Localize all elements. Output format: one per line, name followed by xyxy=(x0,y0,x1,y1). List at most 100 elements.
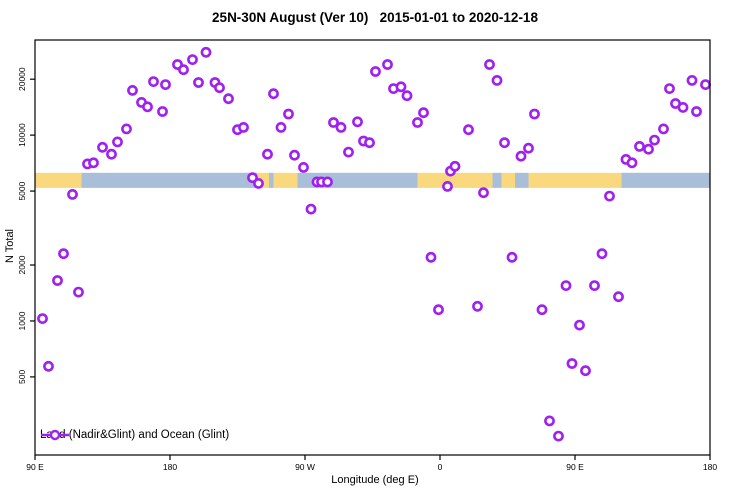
data-point xyxy=(463,124,474,136)
data-point xyxy=(536,304,548,316)
data-point xyxy=(515,150,527,162)
legend: Land (Nadir&Glint) and Ocean (Glint) xyxy=(40,429,229,441)
data-point xyxy=(200,46,212,58)
data-point xyxy=(677,102,689,113)
data-point xyxy=(335,122,347,133)
data-point xyxy=(289,149,300,161)
data-point xyxy=(523,142,534,154)
data-point xyxy=(142,101,153,113)
data-point xyxy=(418,107,429,119)
data-point xyxy=(193,77,204,88)
data-point xyxy=(643,143,654,155)
data-point xyxy=(691,106,702,117)
band-segment-ocean xyxy=(621,172,710,188)
data-point xyxy=(686,75,698,86)
data-point xyxy=(262,148,273,160)
data-point xyxy=(544,415,555,427)
data-point xyxy=(253,177,264,189)
x-tick-label: 90 E xyxy=(566,462,584,472)
y-tick-label: 5000 xyxy=(17,181,27,200)
plot-box xyxy=(34,39,711,456)
y-tick-label: 500 xyxy=(17,370,27,384)
band-segment-ocean xyxy=(515,172,529,188)
data-point xyxy=(626,157,638,169)
data-point xyxy=(275,122,287,133)
data-point xyxy=(529,108,540,120)
data-point xyxy=(412,117,423,128)
data-point xyxy=(604,190,615,202)
data-point xyxy=(238,122,249,133)
band-segment-land xyxy=(273,172,298,188)
data-point xyxy=(364,137,375,149)
band-segment-land xyxy=(528,172,622,188)
data-point xyxy=(560,280,572,291)
data-point xyxy=(499,137,510,149)
data-point xyxy=(268,88,279,100)
data-point xyxy=(58,248,69,260)
data-point xyxy=(106,148,117,160)
data-point xyxy=(658,123,669,135)
data-point xyxy=(649,134,660,146)
y-tick-label: 1000 xyxy=(17,311,27,330)
band-segment-ocean xyxy=(492,172,502,188)
data-point xyxy=(566,358,578,369)
data-point xyxy=(160,79,171,90)
data-point xyxy=(157,106,168,117)
data-point xyxy=(589,280,600,291)
y-tick-label: 20000 xyxy=(17,67,27,91)
data-point xyxy=(178,64,189,76)
data-point xyxy=(187,54,198,65)
data-point xyxy=(613,291,624,303)
data-point xyxy=(596,248,608,260)
data-point xyxy=(322,176,333,188)
data-point xyxy=(574,319,585,331)
x-axis-label: Longitude (deg E) xyxy=(331,474,419,486)
data-point xyxy=(127,85,138,96)
y-tick-label: 2000 xyxy=(17,255,27,274)
data-point xyxy=(97,141,108,153)
band-segment-ocean xyxy=(269,172,274,188)
y-tick-label: 10000 xyxy=(17,123,27,147)
data-point xyxy=(395,81,407,93)
data-point xyxy=(43,360,54,372)
data-point xyxy=(664,83,675,94)
x-tick-label: 90 W xyxy=(295,462,315,472)
data-point xyxy=(52,275,63,286)
data-point xyxy=(328,117,339,128)
x-tick-label: 0 xyxy=(438,462,443,472)
data-point xyxy=(305,203,317,215)
data-point xyxy=(449,160,461,172)
data-point xyxy=(73,286,84,298)
band-segment-land xyxy=(35,172,82,188)
data-point xyxy=(478,187,489,199)
data-point xyxy=(700,79,711,90)
data-point xyxy=(223,93,234,105)
chart-title: 25N-30N August (Ver 10) 2015-01-01 to 20… xyxy=(212,10,538,25)
band-segment-land xyxy=(501,172,515,188)
data-point xyxy=(37,313,48,324)
x-tick-label: 180 xyxy=(703,462,717,472)
data-point xyxy=(283,108,294,120)
data-point xyxy=(491,75,503,86)
data-point xyxy=(214,82,225,94)
data-point xyxy=(298,161,309,173)
band-segment-land xyxy=(417,172,493,188)
data-point xyxy=(433,304,444,316)
data-point xyxy=(352,116,363,128)
data-point xyxy=(553,430,564,442)
y-axis-label: N Total xyxy=(4,228,16,264)
x-tick-label: 90 E xyxy=(26,462,44,472)
data-point xyxy=(634,140,645,152)
data-point xyxy=(425,251,437,263)
x-tick-label: 180 xyxy=(163,462,177,472)
data-point xyxy=(67,188,78,200)
data-point xyxy=(112,136,123,148)
legend-point-icon xyxy=(41,429,69,441)
data-point xyxy=(506,251,518,263)
data-point xyxy=(370,66,381,77)
data-point xyxy=(484,59,495,70)
data-point xyxy=(442,180,453,192)
data-point xyxy=(148,76,159,87)
